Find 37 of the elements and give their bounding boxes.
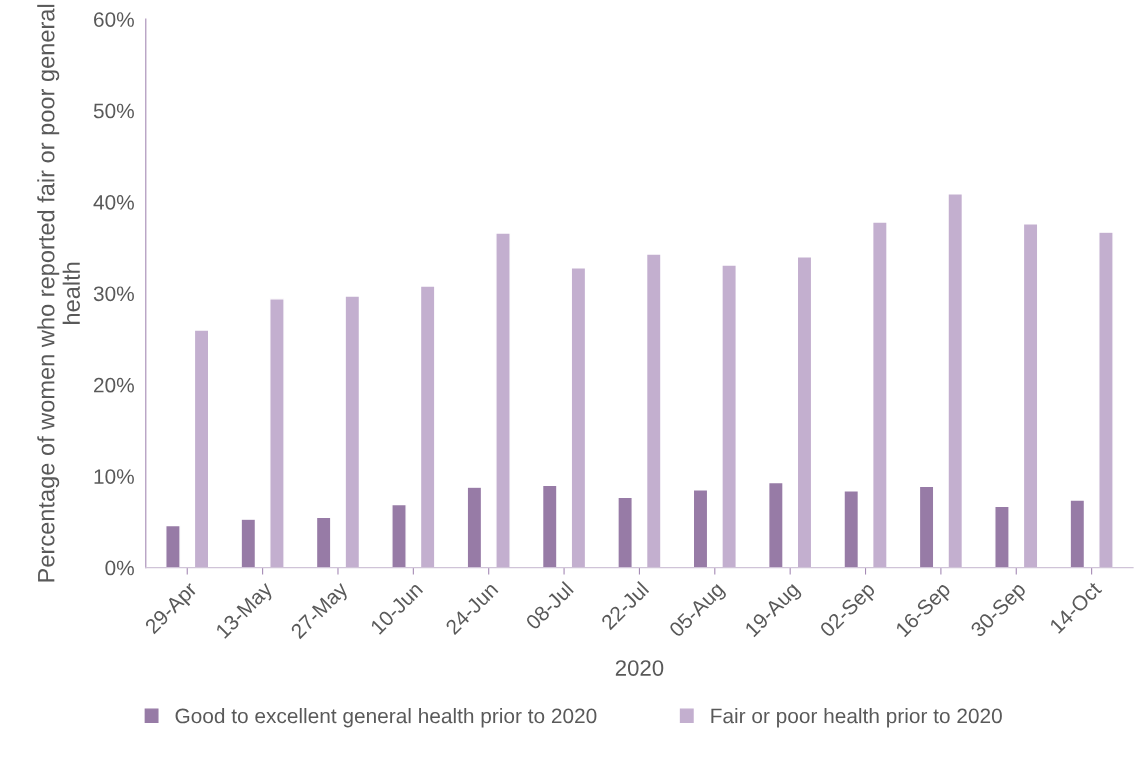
bar bbox=[495, 232, 511, 568]
legend-label: Fair or poor health prior to 2020 bbox=[711, 708, 1002, 728]
bar bbox=[541, 484, 558, 568]
y-tick-label: 20% bbox=[94, 377, 134, 393]
x-axis-title: 2020 bbox=[615, 660, 664, 676]
y-tick-label: 30% bbox=[93, 286, 134, 302]
bar bbox=[165, 524, 181, 568]
bar bbox=[193, 329, 210, 568]
bar bbox=[419, 285, 436, 568]
bar bbox=[240, 518, 257, 568]
bar bbox=[315, 516, 332, 568]
y-axis-title: Percentage of women who reported fair or poor general health bbox=[37, 4, 80, 582]
bar bbox=[269, 298, 285, 568]
bar bbox=[994, 505, 1010, 568]
bar bbox=[1069, 499, 1086, 568]
bar bbox=[721, 264, 737, 568]
bar bbox=[767, 481, 784, 568]
bar bbox=[645, 253, 662, 568]
bar bbox=[391, 503, 407, 568]
bar bbox=[344, 295, 361, 568]
bar bbox=[947, 193, 964, 568]
bar bbox=[466, 486, 483, 568]
bar bbox=[1022, 223, 1039, 568]
y-tick-label: 10% bbox=[94, 469, 134, 484]
bar bbox=[1098, 231, 1114, 568]
bar bbox=[570, 267, 587, 568]
bar bbox=[843, 490, 860, 568]
bar bbox=[871, 221, 888, 568]
bar bbox=[692, 489, 709, 568]
legend-label: Good to excellent general health prior to 2020 bbox=[175, 708, 597, 728]
y-tick-label: 60% bbox=[94, 12, 134, 27]
bar bbox=[918, 485, 935, 568]
y-tick-label: 0% bbox=[105, 560, 134, 576]
y-tick-label: 40% bbox=[93, 194, 134, 210]
bar bbox=[796, 256, 813, 568]
y-tick-label: 50% bbox=[93, 103, 134, 119]
bar bbox=[617, 496, 633, 568]
